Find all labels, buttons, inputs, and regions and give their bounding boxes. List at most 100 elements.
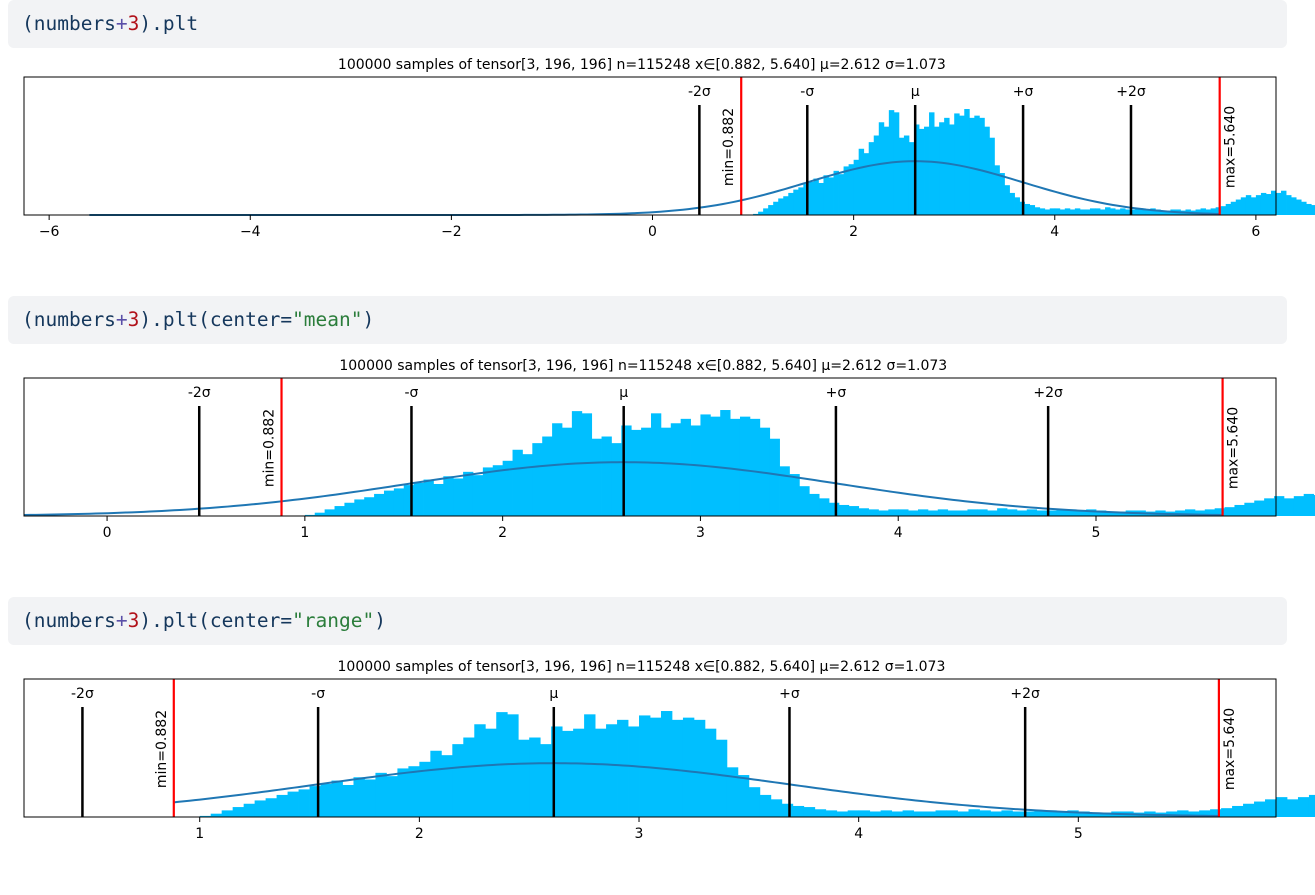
histogram-bar [650, 413, 662, 516]
histogram-bar [833, 170, 839, 215]
histogram-bar [1293, 496, 1305, 516]
histogram-bar [781, 803, 794, 817]
histogram-bar [1311, 205, 1315, 215]
histogram-bar [748, 787, 761, 817]
sigma-label: -σ [404, 385, 418, 401]
histogram-bar [823, 175, 829, 215]
chart-title: 100000 samples of tensor[3, 196, 196] n=… [339, 358, 947, 374]
histogram-bar [848, 164, 855, 215]
histogram-bar [898, 137, 905, 215]
histogram-bar [364, 779, 376, 817]
histogram-bar [891, 811, 903, 817]
histogram-bar [374, 493, 385, 516]
min-label: min=0.882 [154, 710, 170, 788]
histogram-bar [793, 189, 799, 215]
histogram-bar [1301, 201, 1307, 215]
histogram-bar [393, 488, 405, 516]
histogram-bar [808, 181, 814, 215]
histogram-bar [947, 510, 958, 516]
histogram-bar [814, 809, 827, 817]
histogram-bar [331, 780, 343, 817]
histogram-bar [818, 182, 824, 215]
histogram-bar [561, 427, 573, 516]
x-tick-label: 4 [854, 826, 863, 842]
histogram-bar [1175, 510, 1186, 516]
histogram-bar [1110, 208, 1116, 215]
histogram-bar [1130, 209, 1136, 215]
histogram-bar [977, 509, 988, 516]
notebook-cell-1: (numbers+3).plt 100000 samples of tensor… [0, 0, 1315, 290]
histogram-bar [1166, 811, 1178, 817]
histogram-bar [919, 128, 925, 215]
histogram-bar [1296, 199, 1302, 215]
histogram-bar [595, 728, 607, 817]
code-input-1[interactable]: (numbers+3).plt [8, 0, 1287, 48]
sigma-label: μ [549, 686, 558, 702]
histogram-bar [1029, 205, 1036, 215]
histogram-bar [1135, 208, 1141, 215]
histogram-bar [364, 497, 375, 516]
histogram-bar [927, 510, 939, 516]
histogram-bar [957, 811, 969, 817]
histogram-bar [873, 135, 880, 215]
histogram-bar [1115, 209, 1121, 215]
histogram-bar [715, 739, 728, 817]
histogram-bar [990, 811, 1002, 817]
histogram-bar [918, 509, 929, 516]
histogram-bar [375, 772, 387, 817]
histogram-bar [452, 744, 464, 817]
histogram-bar [573, 728, 585, 817]
histogram-bar [1205, 209, 1212, 215]
histogram-bar [1185, 509, 1196, 516]
sigma-label: -σ [311, 686, 325, 702]
histogram-bar [994, 165, 1000, 215]
x-tick-label: 2 [849, 224, 858, 240]
histogram-bar [298, 789, 310, 817]
histogram-bar [768, 205, 774, 215]
histogram-bar [1045, 810, 1057, 817]
histogram-bar [843, 166, 850, 215]
histogram-bar [759, 794, 772, 817]
histogram-bar [1034, 810, 1046, 817]
histogram-bar [1286, 195, 1292, 215]
histogram-bar [1215, 207, 1222, 215]
histogram-bar [924, 811, 936, 817]
histogram-bar [1306, 203, 1312, 215]
histogram-bar [419, 761, 431, 817]
sigma-label: +2σ [1010, 686, 1040, 702]
histogram-bar [507, 714, 519, 817]
histogram-bar [773, 201, 779, 215]
histogram-bar [441, 755, 453, 817]
histogram-bar [769, 438, 780, 516]
histogram-bar [798, 187, 804, 215]
histogram-bar [1254, 500, 1265, 516]
x-tick-label: 2 [498, 525, 507, 541]
sigma-label: +σ [1013, 84, 1034, 100]
histogram-bar [838, 504, 850, 516]
histogram-bar [749, 418, 761, 516]
histogram-bar [984, 126, 990, 215]
histogram-bar [759, 427, 771, 516]
histogram-bar [1250, 197, 1257, 215]
histogram-bar [1120, 208, 1126, 215]
histogram-bar [1303, 493, 1314, 516]
histogram-bar [828, 177, 834, 215]
histogram-bar [868, 142, 875, 215]
code-input-3[interactable]: (numbers+3).plt(center="range") [8, 597, 1287, 645]
code-input-2[interactable]: (numbers+3).plt(center="mean") [8, 296, 1287, 344]
histogram-bar [482, 467, 494, 516]
histogram-bar [1155, 209, 1161, 215]
histogram-bar [1245, 195, 1252, 215]
histogram-bar [789, 474, 800, 516]
histogram-bar [969, 117, 975, 215]
histogram-bar [628, 726, 640, 817]
histogram-bar [1059, 209, 1066, 215]
histogram-bar [1313, 495, 1315, 516]
x-tick-label: 6 [1251, 224, 1260, 240]
histogram-bar [512, 449, 523, 516]
sigma-label: μ [619, 385, 628, 401]
histogram-bar [1004, 185, 1010, 215]
histogram-bar [1014, 197, 1020, 215]
histogram-bar [671, 719, 684, 817]
histogram-bar [354, 499, 365, 516]
